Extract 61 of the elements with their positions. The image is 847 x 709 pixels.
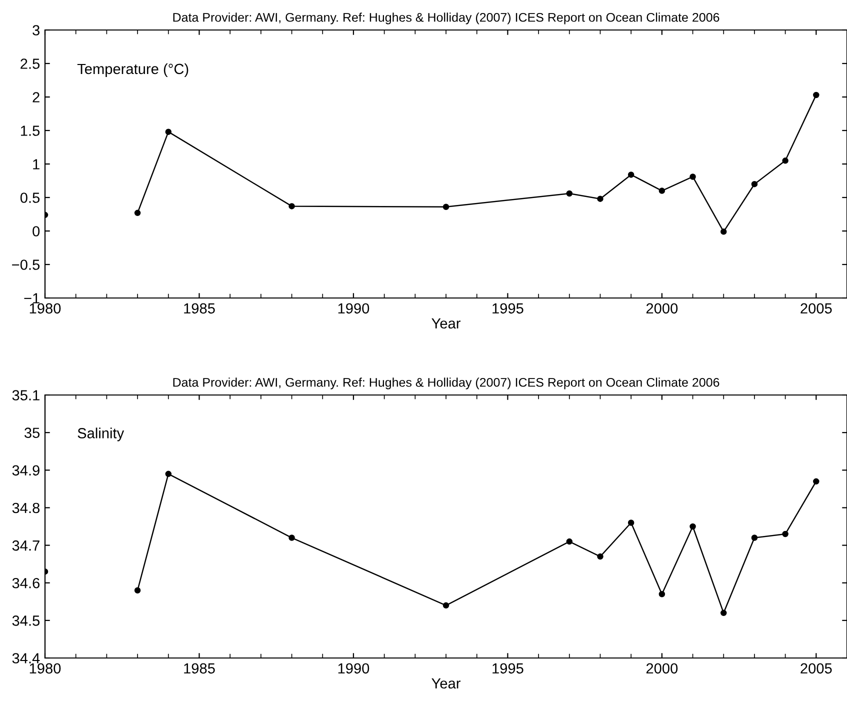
point [690,174,696,180]
y-tick-label: 34.4 [12,653,40,664]
y-tick-label: 34.8 [12,502,40,514]
x-tick-label: 2000 [646,663,678,674]
x-tick-label: 1995 [492,663,524,674]
y-tick-label: 35.1 [12,390,40,400]
point [720,610,727,616]
point [442,602,450,609]
x-tick-label: 1980 [30,303,61,314]
point [165,128,172,135]
point [442,204,450,210]
x-tick-label: 1990 [338,303,370,314]
y-tick-label: 1.5 [20,126,40,136]
point [628,172,634,178]
y-tick-label: 35 [24,428,40,438]
y-tick-label: 0.5 [20,192,40,203]
y-tick-label: 34.6 [12,578,40,588]
annotation: Temperature (°C) [77,63,188,77]
point [813,478,820,485]
y-tick-label: 34.7 [12,540,40,551]
y-tick-label: 34.9 [12,465,40,476]
point [134,587,141,594]
y-tick-label: 0 [32,226,40,236]
point [782,158,788,164]
x-tick-label: 1985 [184,663,215,674]
x-tick-label: 1995 [492,303,524,314]
point [720,228,727,235]
y-tick-label: 2.5 [20,58,40,69]
chart-title: Data Provider: AWI, Germany. Ref: Hughes & Holliday (2007) ICES Report on Ocean Climate 2006 [173,12,720,24]
point [288,203,295,210]
point [597,196,604,202]
y-tick-label: −1 [24,293,40,304]
y-tick-label: 34.5 [12,616,40,626]
x-tick-label: 2005 [800,663,832,674]
y-tick-label: 2 [32,92,40,102]
x-tick-label: 2000 [646,303,678,314]
point [690,523,696,530]
point [566,190,573,197]
point [658,188,666,194]
point [658,591,666,598]
point [782,530,788,538]
point [751,180,758,188]
point [165,470,172,478]
point [134,210,141,216]
point [628,520,634,526]
y-tick-label: 1 [33,159,40,170]
x-axis-title: Year [432,318,460,329]
y-tick-label: −0.5 [12,260,40,270]
x-tick-label: 1980 [30,663,61,674]
point [751,534,758,541]
x-tick-label: 1985 [184,303,215,314]
annotation: Salinity [78,428,124,442]
point [597,553,604,560]
x-tick-label: 2005 [800,303,832,314]
point [813,92,820,98]
chart-title: Data Provider: AWI, Germany. Ref: Hughes & Holliday (2007) ICES Report on Ocean Climate 2006 [173,378,720,390]
point [566,538,573,545]
x-tick-label: 1990 [338,663,370,674]
point [288,534,295,541]
y-tick-label: 3 [32,25,40,36]
x-axis-title: Year [432,678,460,689]
